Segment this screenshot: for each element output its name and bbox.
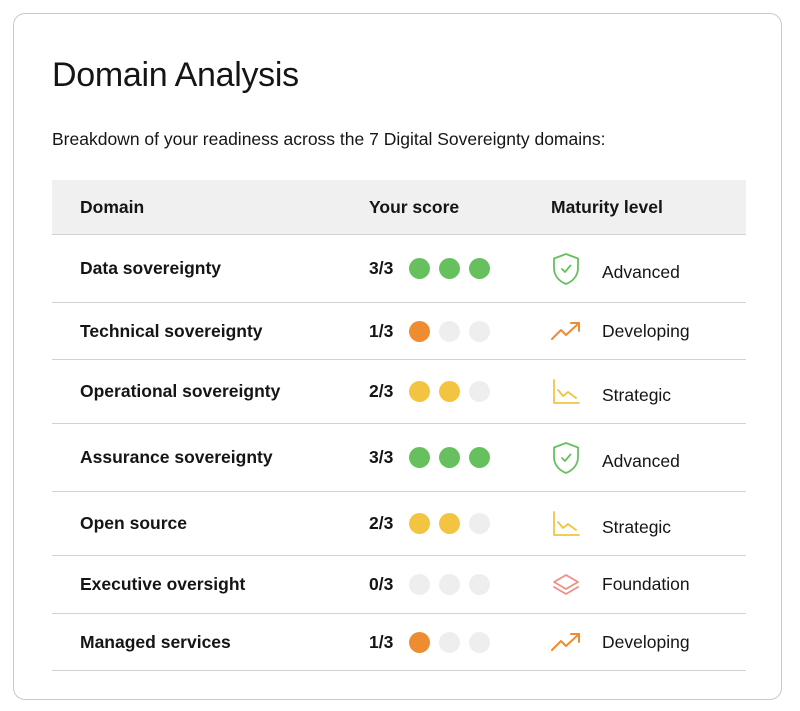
score-dot-filled	[469, 447, 490, 468]
line-chart-icon	[549, 507, 583, 541]
domain-table: Domain Your score Maturity level Data so…	[52, 180, 746, 671]
maturity-cell: Advanced	[549, 424, 680, 491]
table-header: Domain Your score Maturity level	[52, 180, 746, 235]
score-text: 1/3	[369, 631, 394, 652]
score-text: 2/3	[369, 381, 394, 401]
maturity-label: Advanced	[602, 451, 680, 471]
shield-check-icon	[549, 252, 583, 286]
score-dots	[409, 258, 499, 279]
score-cell: 1/3	[369, 303, 499, 359]
score-dot-filled	[439, 258, 460, 279]
line-chart-icon	[549, 375, 583, 409]
trending-up-icon	[549, 314, 583, 348]
score-text: 3/3	[369, 258, 394, 278]
shield-check-icon	[549, 441, 583, 475]
domain-name: Assurance sovereignty	[80, 447, 273, 467]
score-dot-filled	[469, 258, 490, 279]
domain-analysis-card: Domain Analysis Breakdown of your readin…	[13, 13, 782, 700]
score-cell: 1/3	[369, 614, 499, 670]
score-dot-filled	[409, 447, 430, 468]
score-text: 3/3	[369, 447, 394, 467]
table-row: Operational sovereignty 2/3 Strategic	[52, 360, 746, 424]
trending-up-icon	[549, 625, 583, 659]
score-dot-filled	[409, 381, 430, 402]
table-row: Technical sovereignty 1/3 Developing	[52, 303, 746, 360]
table-row: Assurance sovereignty 3/3 Advanced	[52, 424, 746, 492]
maturity-label: Advanced	[602, 262, 680, 282]
maturity-label: Foundation	[602, 574, 690, 594]
score-dot-filled	[439, 513, 460, 534]
domain-name: Data sovereignty	[80, 258, 222, 278]
maturity-label: Strategic	[602, 385, 672, 405]
score-dot-filled	[409, 258, 430, 279]
score-cell: 3/3	[369, 424, 499, 491]
maturity-cell: Developing	[549, 303, 690, 359]
maturity-label: Developing	[602, 320, 690, 341]
maturity-cell: Strategic	[549, 492, 671, 555]
score-dot-empty	[439, 631, 460, 653]
score-dot-filled	[409, 631, 430, 653]
score-dot-filled	[409, 320, 430, 342]
score-dots	[409, 513, 499, 534]
score-text: 2/3	[369, 513, 394, 533]
score-cell: 2/3	[369, 360, 499, 423]
score-dot-empty	[469, 320, 490, 342]
score-dot-empty	[469, 513, 490, 534]
column-header-domain: Domain	[80, 197, 145, 217]
column-header-maturity: Maturity level	[551, 197, 663, 217]
domain-name: Technical sovereignty	[80, 320, 263, 341]
score-dot-empty	[469, 631, 490, 653]
table-row: Executive oversight 0/3 Foundation	[52, 556, 746, 614]
maturity-label: Strategic	[602, 517, 672, 537]
score-dots	[409, 631, 499, 653]
table-row: Open source 2/3 Strategic	[52, 492, 746, 556]
table-body: Data sovereignty 3/3 Advanced Technical sov…	[52, 235, 746, 671]
score-dots	[409, 447, 499, 468]
score-dots	[409, 381, 499, 402]
score-dot-empty	[439, 574, 460, 595]
maturity-cell: Foundation	[549, 556, 690, 613]
domain-name: Managed services	[80, 631, 231, 652]
score-dot-empty	[469, 381, 490, 402]
maturity-cell: Developing	[549, 614, 690, 670]
score-dot-filled	[439, 381, 460, 402]
score-dot-filled	[439, 447, 460, 468]
maturity-label: Developing	[602, 631, 690, 652]
score-text: 0/3	[369, 574, 394, 594]
domain-name: Open source	[80, 513, 187, 533]
page-title: Domain Analysis	[52, 56, 299, 94]
maturity-cell: Advanced	[549, 235, 680, 302]
page-subtitle: Breakdown of your readiness across the 7…	[52, 129, 606, 149]
score-cell: 2/3	[369, 492, 499, 555]
score-text: 1/3	[369, 320, 394, 341]
table-row: Managed services 1/3 Developing	[52, 614, 746, 671]
score-dot-empty	[409, 574, 430, 595]
score-dot-empty	[469, 574, 490, 595]
score-cell: 3/3	[369, 235, 499, 302]
layers-icon	[549, 568, 583, 602]
score-dot-filled	[409, 513, 430, 534]
domain-name: Operational sovereignty	[80, 381, 281, 401]
column-header-score: Your score	[369, 197, 460, 217]
score-dot-empty	[439, 320, 460, 342]
domain-name: Executive oversight	[80, 574, 246, 594]
score-cell: 0/3	[369, 556, 499, 613]
score-dots	[409, 320, 499, 342]
score-dots	[409, 574, 499, 595]
table-row: Data sovereignty 3/3 Advanced	[52, 235, 746, 303]
maturity-cell: Strategic	[549, 360, 671, 423]
